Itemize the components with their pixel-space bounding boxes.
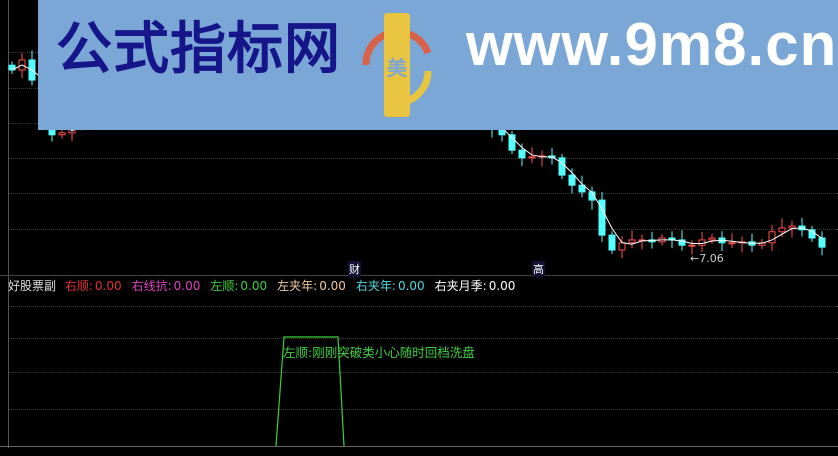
candle[interactable] xyxy=(508,134,516,151)
legend-value: 0.00 xyxy=(173,279,201,293)
candle[interactable] xyxy=(778,227,786,233)
signal-text: 左顺:刚刚突破类小心随时回档洗盘 xyxy=(283,345,475,360)
candle[interactable] xyxy=(768,231,776,244)
grid-line xyxy=(9,306,838,307)
grid-line xyxy=(9,193,838,194)
indicator-name: 好股票副 xyxy=(8,279,57,293)
legend-value: 0.00 xyxy=(240,279,268,293)
candle[interactable] xyxy=(518,149,526,159)
legend-label: 右线抗: xyxy=(131,279,172,293)
legend-item: 右夹年: 0.00 xyxy=(356,279,430,293)
legend-value: 0.00 xyxy=(94,279,122,293)
candle[interactable] xyxy=(608,234,616,251)
legend-item: 左夹年: 0.00 xyxy=(277,279,351,293)
candle[interactable] xyxy=(528,156,536,159)
grid-line xyxy=(9,409,838,410)
candle[interactable] xyxy=(598,199,606,236)
banner-title: 公式指标网 xyxy=(56,17,341,82)
grid-line xyxy=(9,158,838,159)
legend-label: 右夹年: xyxy=(355,279,396,293)
panel-separator[interactable] xyxy=(0,275,838,276)
candle[interactable] xyxy=(678,239,686,246)
candle[interactable] xyxy=(728,242,736,245)
left-axis xyxy=(8,0,9,448)
legend-item: 左顺: 0.00 xyxy=(210,279,272,293)
legend-item: 右夹月季: 0.00 xyxy=(435,279,521,293)
legend-value: 0.00 xyxy=(397,279,425,293)
legend-label: 左夹年: xyxy=(277,279,318,293)
grid-line xyxy=(9,372,838,373)
candle[interactable] xyxy=(578,184,586,193)
legend-item: 右顺: 0.00 xyxy=(65,279,127,293)
candle[interactable] xyxy=(628,239,636,244)
legend-value: 0.00 xyxy=(488,279,516,293)
banner-url: www.9m8.cn xyxy=(466,11,838,78)
legend-value: 0.00 xyxy=(319,279,346,293)
grid-line xyxy=(9,229,838,230)
svg-text:美: 美 xyxy=(387,56,408,80)
watermark-banner: 公式指标网 美 www.9m8.cn xyxy=(38,0,838,130)
signal-line xyxy=(275,336,345,447)
low-price-label: ←7.06 xyxy=(690,252,724,265)
grid-line xyxy=(9,338,838,339)
candle[interactable] xyxy=(688,244,696,247)
candle[interactable] xyxy=(58,132,66,136)
legend-label: 右顺: xyxy=(64,279,93,293)
candle[interactable] xyxy=(568,174,576,186)
legend-item: 右线抗: 0.00 xyxy=(132,279,206,293)
logo-icon: 美 xyxy=(362,13,432,117)
bottom-axis xyxy=(0,446,838,447)
high-marker[interactable]: 高 xyxy=(532,261,545,277)
legend-label: 右夹月季: xyxy=(434,279,487,293)
candle[interactable] xyxy=(788,225,796,229)
candle[interactable] xyxy=(708,237,716,241)
indicator-legend: 好股票副 右顺: 0.00 右线抗: 0.00 左顺: 0.00 左夹年: 0.00 右夹年: 0… xyxy=(8,277,530,294)
legend-label: 左顺: xyxy=(210,279,239,293)
finance-marker[interactable]: 财 xyxy=(348,261,361,277)
